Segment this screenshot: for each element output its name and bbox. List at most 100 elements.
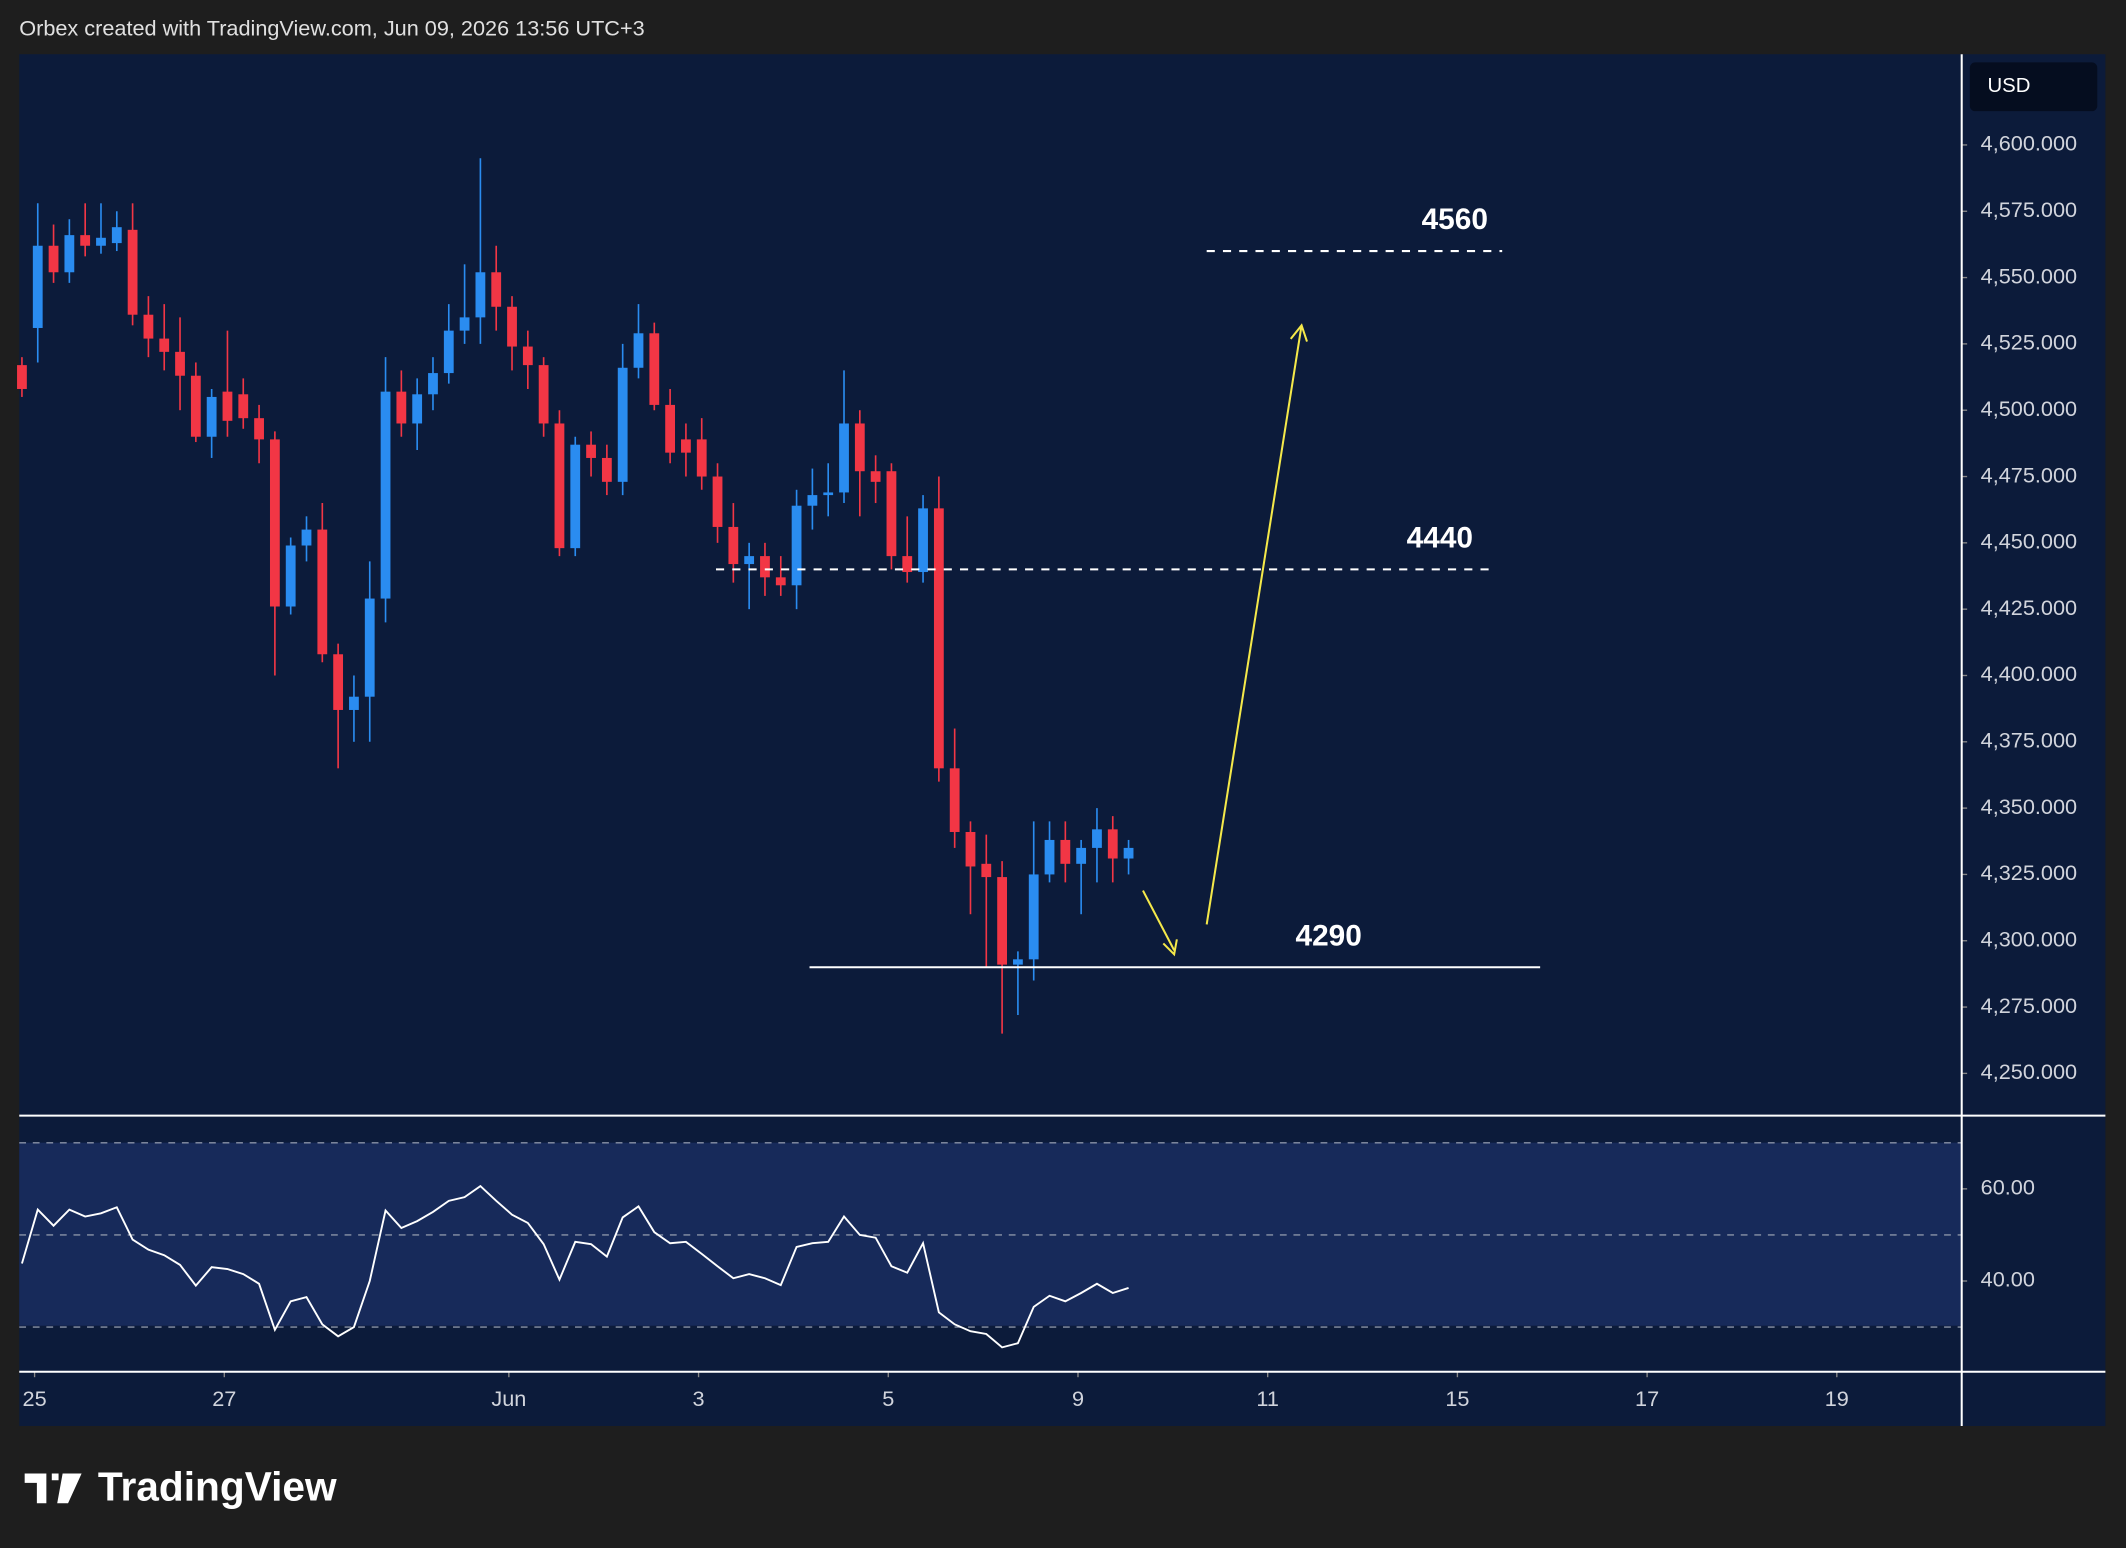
candle-body xyxy=(649,333,660,405)
y-tick-label: 4,575.000 xyxy=(1981,197,2077,222)
x-tick-label: 17 xyxy=(1635,1386,1659,1411)
candle-body xyxy=(254,418,264,440)
y-tick-label: 4,600.000 xyxy=(1981,131,2077,156)
candle-body xyxy=(586,444,596,458)
x-tick-label: Jun xyxy=(491,1386,526,1411)
candle-body xyxy=(96,237,106,246)
candle-body xyxy=(64,235,75,273)
candle-body xyxy=(902,556,913,573)
currency-button[interactable] xyxy=(1969,62,2098,112)
candle-body xyxy=(633,333,644,368)
candle-body xyxy=(301,529,312,546)
candle-body xyxy=(617,367,628,482)
y-tick-label: 4,300.000 xyxy=(1981,926,2077,951)
x-tick-label: 19 xyxy=(1825,1386,1849,1411)
y-tick-label: 4,425.000 xyxy=(1981,595,2077,620)
candle-body xyxy=(190,375,201,437)
y-tick-label: 4,550.000 xyxy=(1981,263,2077,288)
x-tick-label: 3 xyxy=(693,1386,705,1411)
candle-body xyxy=(428,373,438,395)
y-tick-label: 4,450.000 xyxy=(1981,529,2077,554)
candle-body xyxy=(206,396,217,437)
candle-body xyxy=(997,877,1008,965)
candle-body xyxy=(1123,847,1134,859)
candle-body xyxy=(159,338,170,352)
candle-body xyxy=(601,457,612,482)
candle-body xyxy=(48,245,59,273)
y-tick-label: 4,525.000 xyxy=(1981,330,2077,355)
rsi-band xyxy=(19,1142,1962,1326)
candle-body xyxy=(412,394,423,424)
candle-body xyxy=(744,556,755,565)
rsi-line xyxy=(21,1184,1129,1349)
candle-body xyxy=(570,444,581,549)
candle-body xyxy=(886,471,897,557)
candle-body xyxy=(665,404,676,453)
candle-body xyxy=(981,863,992,878)
candle-body xyxy=(854,423,865,472)
arrow-head xyxy=(1162,939,1178,957)
candle-body xyxy=(807,495,818,506)
candle-body xyxy=(111,227,122,244)
candle-body xyxy=(965,831,976,867)
candle-body xyxy=(554,423,565,549)
header-title: Orbex created with TradingView.com, Jun … xyxy=(19,16,644,41)
level-label: 4290 xyxy=(1296,919,1362,952)
candle-body xyxy=(32,245,43,328)
candle-body xyxy=(475,272,486,318)
candle-body xyxy=(760,556,770,578)
x-tick-label: 15 xyxy=(1445,1386,1469,1411)
candle-body xyxy=(380,391,391,599)
candle-body xyxy=(839,423,849,493)
candle-body xyxy=(538,365,549,424)
arrow xyxy=(1205,325,1303,925)
candle-body xyxy=(933,508,944,769)
x-tick-label: 5 xyxy=(882,1386,894,1411)
candle-body xyxy=(396,391,407,424)
y-tick-label: 40.00 xyxy=(1981,1267,2035,1292)
y-tick-label: 4,500.000 xyxy=(1981,396,2077,421)
x-tick-label: 9 xyxy=(1072,1386,1084,1411)
candle-body xyxy=(317,529,328,655)
candle-body xyxy=(681,439,691,453)
level-label: 4560 xyxy=(1422,203,1488,236)
candle-body xyxy=(696,439,707,477)
y-tick-label: 60.00 xyxy=(1981,1175,2035,1200)
y-tick-label: 4,475.000 xyxy=(1981,462,2077,487)
candle-body xyxy=(823,492,834,496)
logo xyxy=(24,1473,82,1504)
candle-body xyxy=(443,330,454,374)
candle-body xyxy=(1060,839,1071,864)
currency-label[interactable]: USD xyxy=(1987,75,2030,97)
y-tick-label: 4,375.000 xyxy=(1981,728,2077,753)
candle-body xyxy=(349,696,359,710)
x-tick-label: 25 xyxy=(23,1386,47,1411)
candle-body xyxy=(775,577,786,586)
candle-body xyxy=(80,235,91,246)
candle-body xyxy=(1092,829,1102,848)
candle-body xyxy=(127,229,138,315)
candle-body xyxy=(1044,839,1055,875)
candle-body xyxy=(238,394,249,419)
y-tick-label: 4,400.000 xyxy=(1981,661,2077,686)
candle-body xyxy=(1076,847,1087,864)
candle-body xyxy=(175,351,185,376)
candle-body xyxy=(222,391,233,421)
candle-body xyxy=(1028,874,1039,960)
candle-body xyxy=(1013,959,1023,965)
candle-body xyxy=(728,526,739,565)
arrow xyxy=(1142,890,1176,951)
x-tick-label: 11 xyxy=(1256,1386,1279,1411)
arrow-head xyxy=(1289,323,1308,342)
candle-body xyxy=(285,545,296,607)
candle-body xyxy=(333,654,344,710)
candle-body xyxy=(459,317,470,331)
y-tick-label: 4,325.000 xyxy=(1981,860,2077,885)
candle-body xyxy=(522,346,533,366)
candle-body xyxy=(17,365,27,389)
candle-body xyxy=(507,306,517,347)
candle-body xyxy=(712,476,723,527)
candle-body xyxy=(143,314,154,339)
candle-body xyxy=(949,768,960,832)
